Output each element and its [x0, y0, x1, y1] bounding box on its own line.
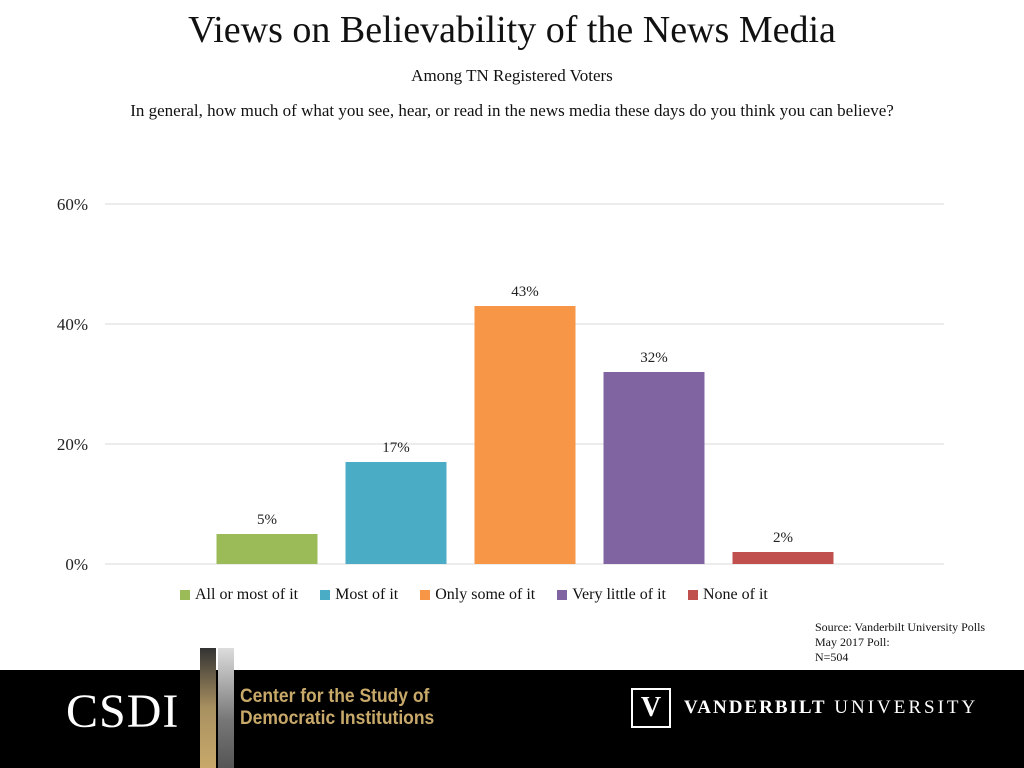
vanderbilt-v-icon: V	[631, 688, 671, 728]
bar-chart: 0% 20% 40% 60% 5% 17% 43% 32% 2%	[57, 195, 944, 574]
gray-bar	[218, 648, 234, 768]
center-name-line1: Center for the Study of	[240, 686, 430, 707]
csdi-logo: CSDI	[66, 685, 180, 738]
legend-label: None of it	[703, 586, 768, 603]
gold-bar	[200, 648, 216, 768]
bar	[216, 534, 318, 564]
legend-item: All or most of it	[180, 586, 298, 604]
legend-swatch	[557, 590, 568, 600]
bar	[603, 372, 705, 564]
chart-legend: All or most of it Most of it Only some of …	[180, 586, 768, 604]
survey-question: In general, how much of what you see, he…	[130, 101, 894, 120]
legend-item: Only some of it	[420, 586, 535, 604]
legend-item: Most of it	[320, 586, 398, 604]
legend-swatch	[320, 590, 331, 600]
source-note: Source: Vanderbilt University Polls May …	[815, 620, 985, 665]
y-tick-label: 60%	[57, 195, 88, 214]
legend-label: All or most of it	[195, 586, 299, 603]
legend-item: None of it	[688, 586, 768, 604]
chart-subtitle: Among TN Registered Voters	[411, 66, 613, 85]
chart-title: Views on Believability of the News Media	[188, 9, 836, 51]
data-label: 17%	[382, 440, 410, 456]
vanderbilt-word: VANDERBILT	[684, 697, 827, 718]
legend-label: Most of it	[335, 586, 399, 603]
legend-label: Only some of it	[435, 586, 536, 603]
bar	[345, 462, 447, 564]
bar	[732, 552, 834, 564]
bar	[474, 306, 576, 564]
legend-swatch	[420, 590, 431, 600]
poll-date: May 2017 Poll:	[815, 635, 890, 649]
legend-swatch	[688, 590, 698, 600]
center-name: Center for the Study of Democratic Insti…	[240, 686, 434, 730]
footer-bar: CSDI Center for the Study of Democratic …	[0, 648, 1024, 768]
legend-item: Very little of it	[557, 586, 666, 604]
source-line: Source: Vanderbilt University Polls	[815, 620, 986, 634]
center-name-line2: Democratic Institutions	[240, 708, 435, 729]
university-word: UNIVERSITY	[834, 697, 979, 718]
y-tick-label: 0%	[65, 555, 88, 574]
y-tick-label: 40%	[57, 315, 88, 334]
vanderbilt-wordmark: VANDERBILT UNIVERSITY	[684, 697, 978, 719]
data-label: 32%	[640, 350, 668, 366]
csdi-logo-bars	[200, 648, 234, 768]
sample-size: N=504	[815, 650, 849, 664]
data-label: 5%	[257, 512, 277, 528]
y-tick-label: 20%	[57, 435, 88, 454]
data-label: 2%	[773, 530, 793, 546]
legend-swatch	[180, 590, 190, 600]
legend-label: Very little of it	[572, 586, 666, 603]
data-label: 43%	[511, 284, 539, 300]
